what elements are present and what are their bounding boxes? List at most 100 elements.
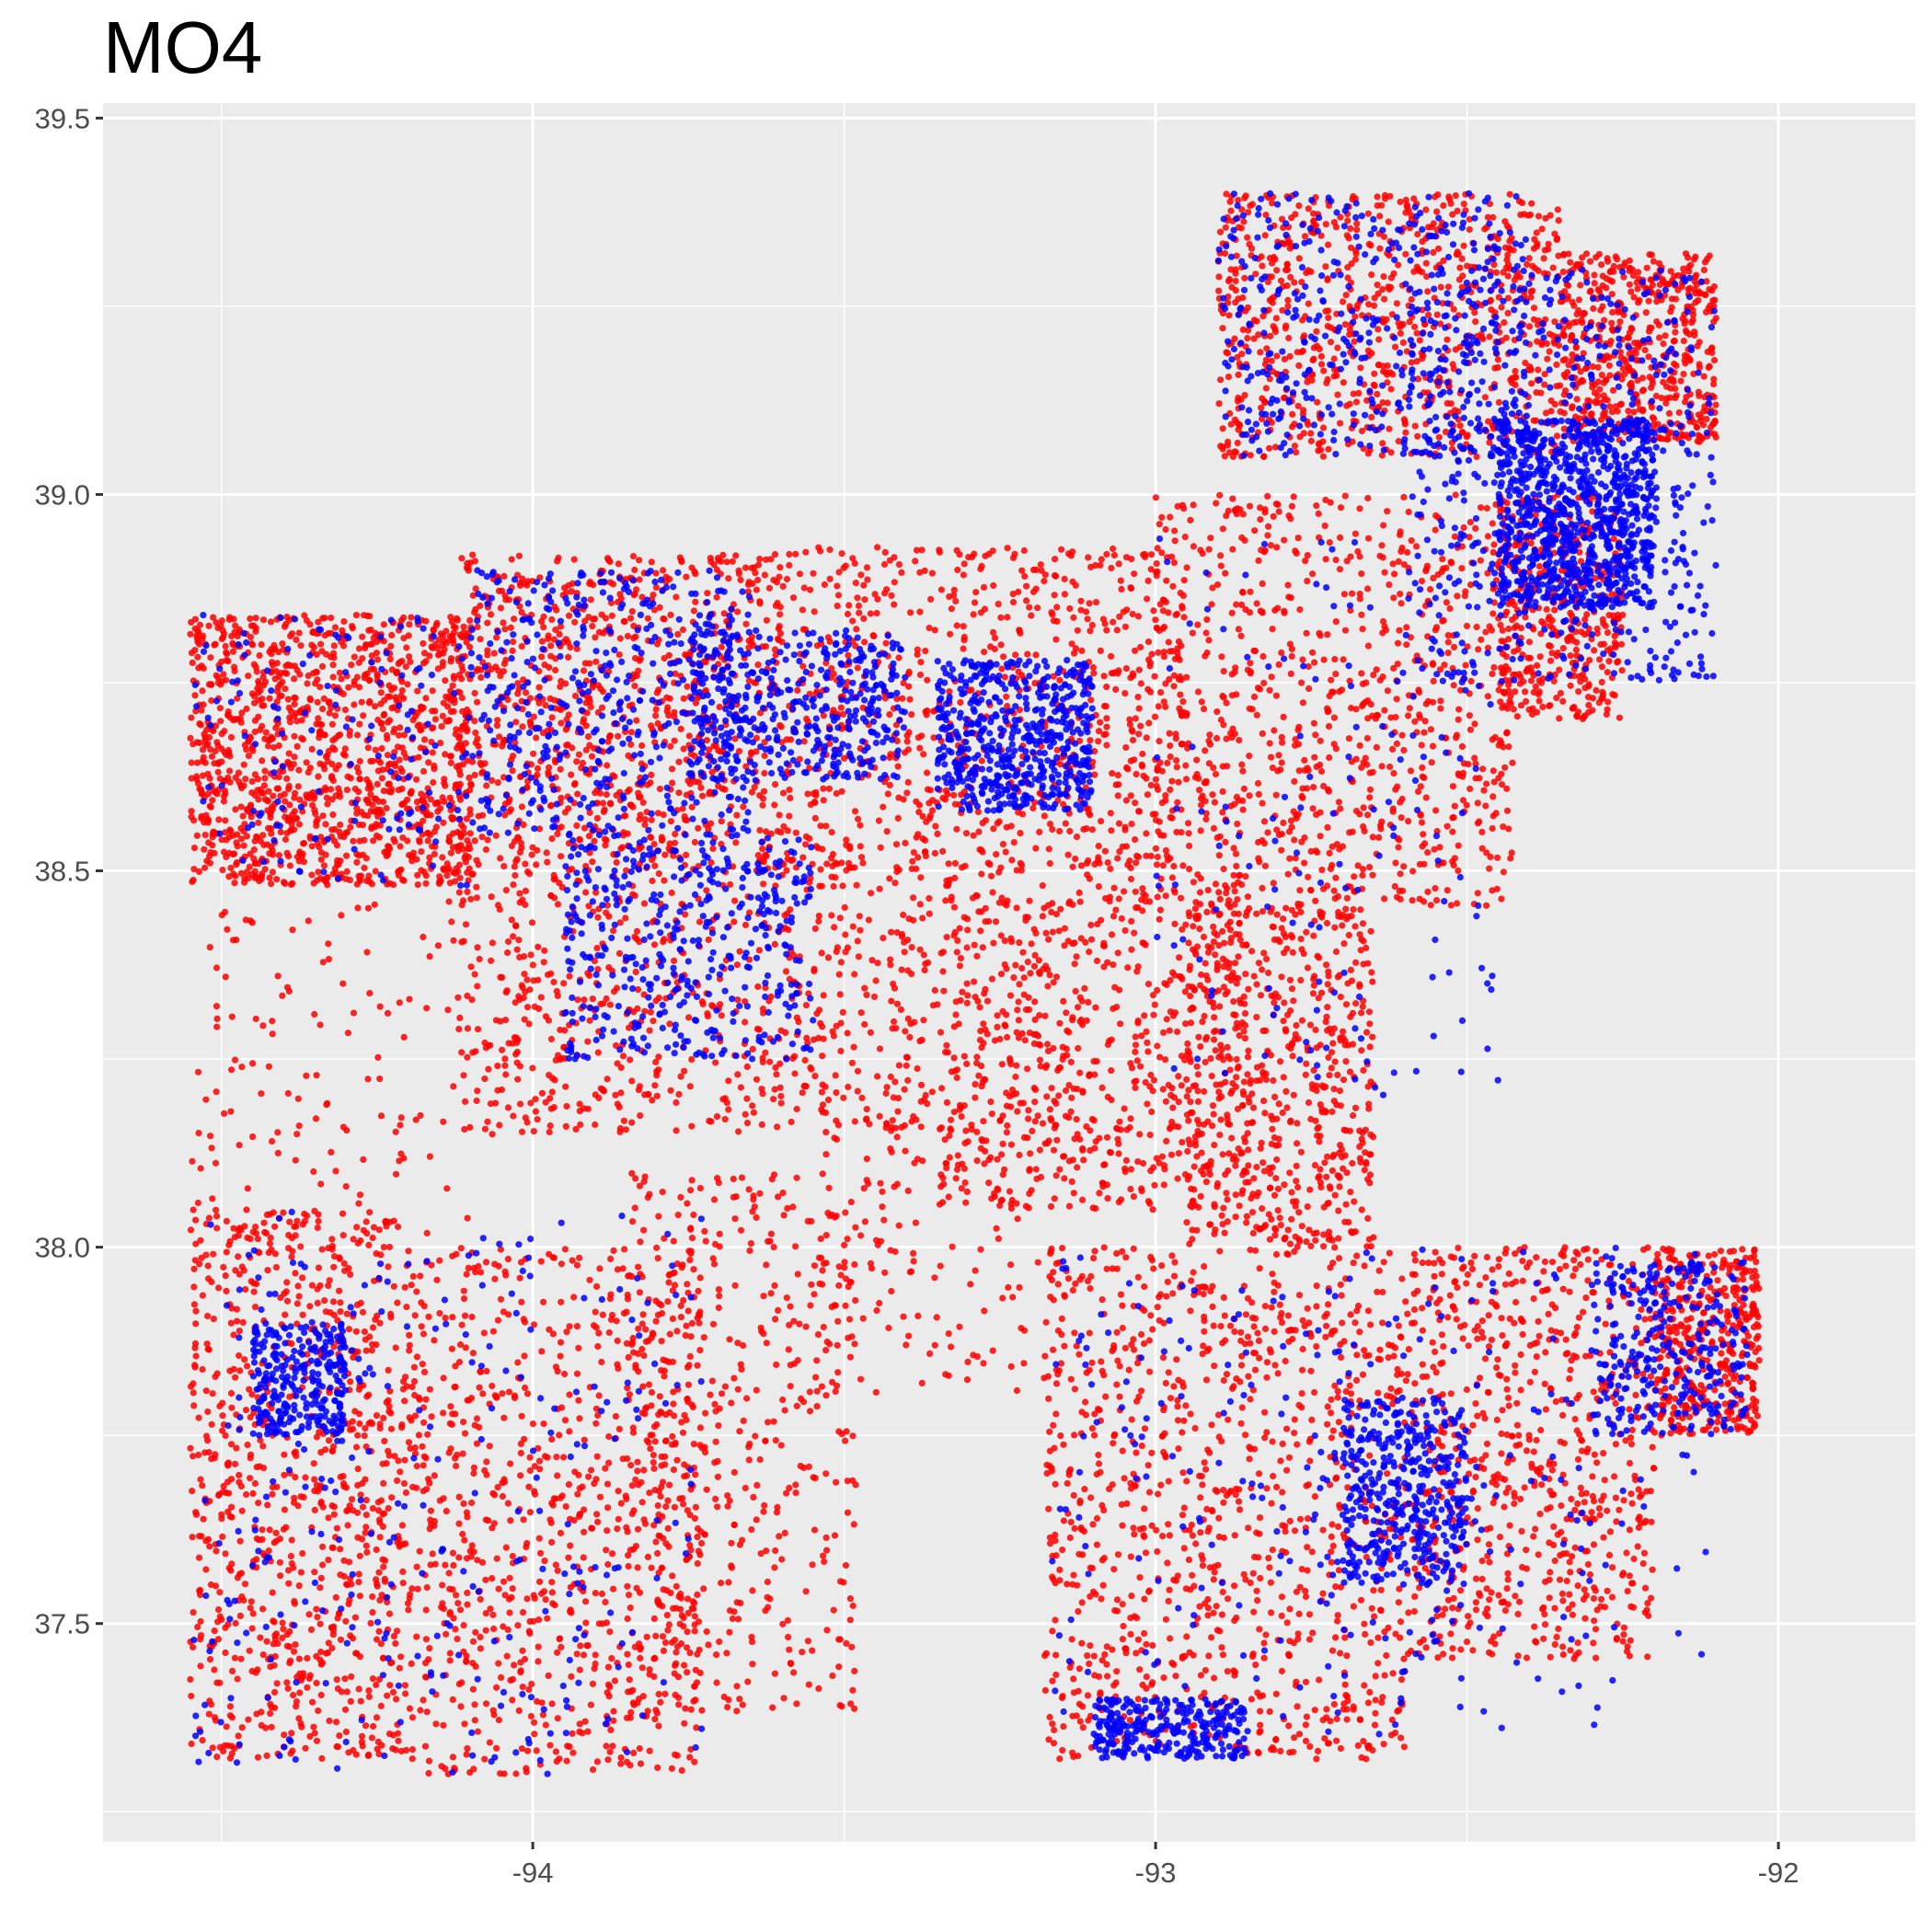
red-point xyxy=(1179,698,1187,706)
red-point xyxy=(437,805,444,812)
red-point xyxy=(1206,731,1213,739)
red-point xyxy=(515,552,523,559)
red-point xyxy=(1344,264,1351,271)
red-point xyxy=(1197,827,1204,834)
red-point xyxy=(285,704,293,711)
red-point xyxy=(529,844,536,851)
red-point xyxy=(359,633,366,640)
red-point xyxy=(1113,627,1121,634)
red-point xyxy=(289,880,296,887)
red-point xyxy=(1167,786,1174,794)
red-point xyxy=(1052,636,1060,643)
red-point xyxy=(1272,692,1280,699)
red-point xyxy=(386,655,394,663)
red-point xyxy=(902,839,909,847)
red-point xyxy=(713,593,720,601)
red-point xyxy=(1397,329,1404,337)
red-point xyxy=(1403,641,1410,649)
red-point xyxy=(447,849,454,857)
red-point xyxy=(310,795,317,802)
red-point xyxy=(1210,824,1217,833)
red-point xyxy=(777,829,785,836)
red-point xyxy=(1612,253,1619,260)
red-point xyxy=(1312,731,1319,739)
red-point xyxy=(1155,828,1162,835)
red-point xyxy=(678,557,685,564)
red-point xyxy=(1159,862,1167,869)
red-point xyxy=(1061,575,1068,583)
red-point xyxy=(1143,830,1150,837)
red-point xyxy=(508,842,516,850)
red-point xyxy=(371,703,379,710)
red-point xyxy=(1307,430,1315,437)
red-point xyxy=(908,711,915,719)
red-point xyxy=(227,733,236,742)
red-point xyxy=(205,733,213,742)
red-point xyxy=(1029,566,1038,574)
red-point xyxy=(1233,419,1241,427)
red-point xyxy=(1222,224,1229,231)
red-point xyxy=(1413,329,1420,337)
red-point xyxy=(446,880,454,887)
red-point xyxy=(1123,606,1131,614)
red-point xyxy=(200,664,207,673)
red-point xyxy=(231,880,238,887)
red-point xyxy=(1180,505,1188,512)
red-point xyxy=(216,705,224,712)
red-point xyxy=(1475,646,1482,653)
red-point xyxy=(922,648,929,655)
red-point xyxy=(590,615,597,623)
red-point xyxy=(1483,504,1490,512)
red-point xyxy=(1325,722,1333,730)
red-point xyxy=(1186,866,1193,873)
red-point xyxy=(1114,772,1121,779)
red-point xyxy=(1501,319,1508,327)
red-point xyxy=(1208,900,1215,907)
red-point xyxy=(1127,792,1134,799)
red-point xyxy=(453,615,460,622)
red-point xyxy=(1168,553,1176,560)
red-point xyxy=(1312,897,1319,904)
red-point xyxy=(927,595,935,604)
red-point xyxy=(319,706,327,713)
red-point xyxy=(1147,566,1155,573)
red-point xyxy=(1530,417,1537,424)
red-point xyxy=(1173,764,1180,771)
red-point xyxy=(1240,785,1248,793)
red-point xyxy=(460,628,467,637)
red-point xyxy=(1241,194,1248,201)
red-point xyxy=(1293,549,1300,558)
red-point xyxy=(1491,364,1499,372)
red-point xyxy=(861,596,868,604)
red-point xyxy=(1305,420,1312,429)
red-point xyxy=(1287,273,1294,281)
red-point xyxy=(1504,309,1512,316)
red-point xyxy=(799,606,807,614)
red-point xyxy=(323,794,330,801)
red-point xyxy=(429,707,436,715)
red-point xyxy=(1269,765,1276,772)
red-point xyxy=(1366,786,1374,793)
red-point xyxy=(1295,255,1303,262)
red-point xyxy=(1351,256,1359,263)
red-point xyxy=(466,616,474,625)
red-point xyxy=(1403,624,1410,631)
red-point xyxy=(1573,396,1581,403)
red-point xyxy=(895,561,903,569)
red-point xyxy=(1411,323,1419,330)
red-point xyxy=(225,849,233,857)
red-point xyxy=(291,713,298,720)
red-point xyxy=(1590,305,1597,312)
red-point xyxy=(1435,245,1443,252)
red-point xyxy=(1168,777,1176,785)
red-point xyxy=(1370,672,1377,679)
red-point xyxy=(518,608,525,616)
red-point xyxy=(626,786,633,794)
red-point xyxy=(1203,615,1211,624)
red-point xyxy=(1173,610,1180,618)
red-point xyxy=(1087,811,1094,819)
red-point xyxy=(1135,705,1143,712)
red-point xyxy=(441,646,448,653)
red-point xyxy=(1375,336,1383,343)
red-point xyxy=(1072,581,1079,589)
